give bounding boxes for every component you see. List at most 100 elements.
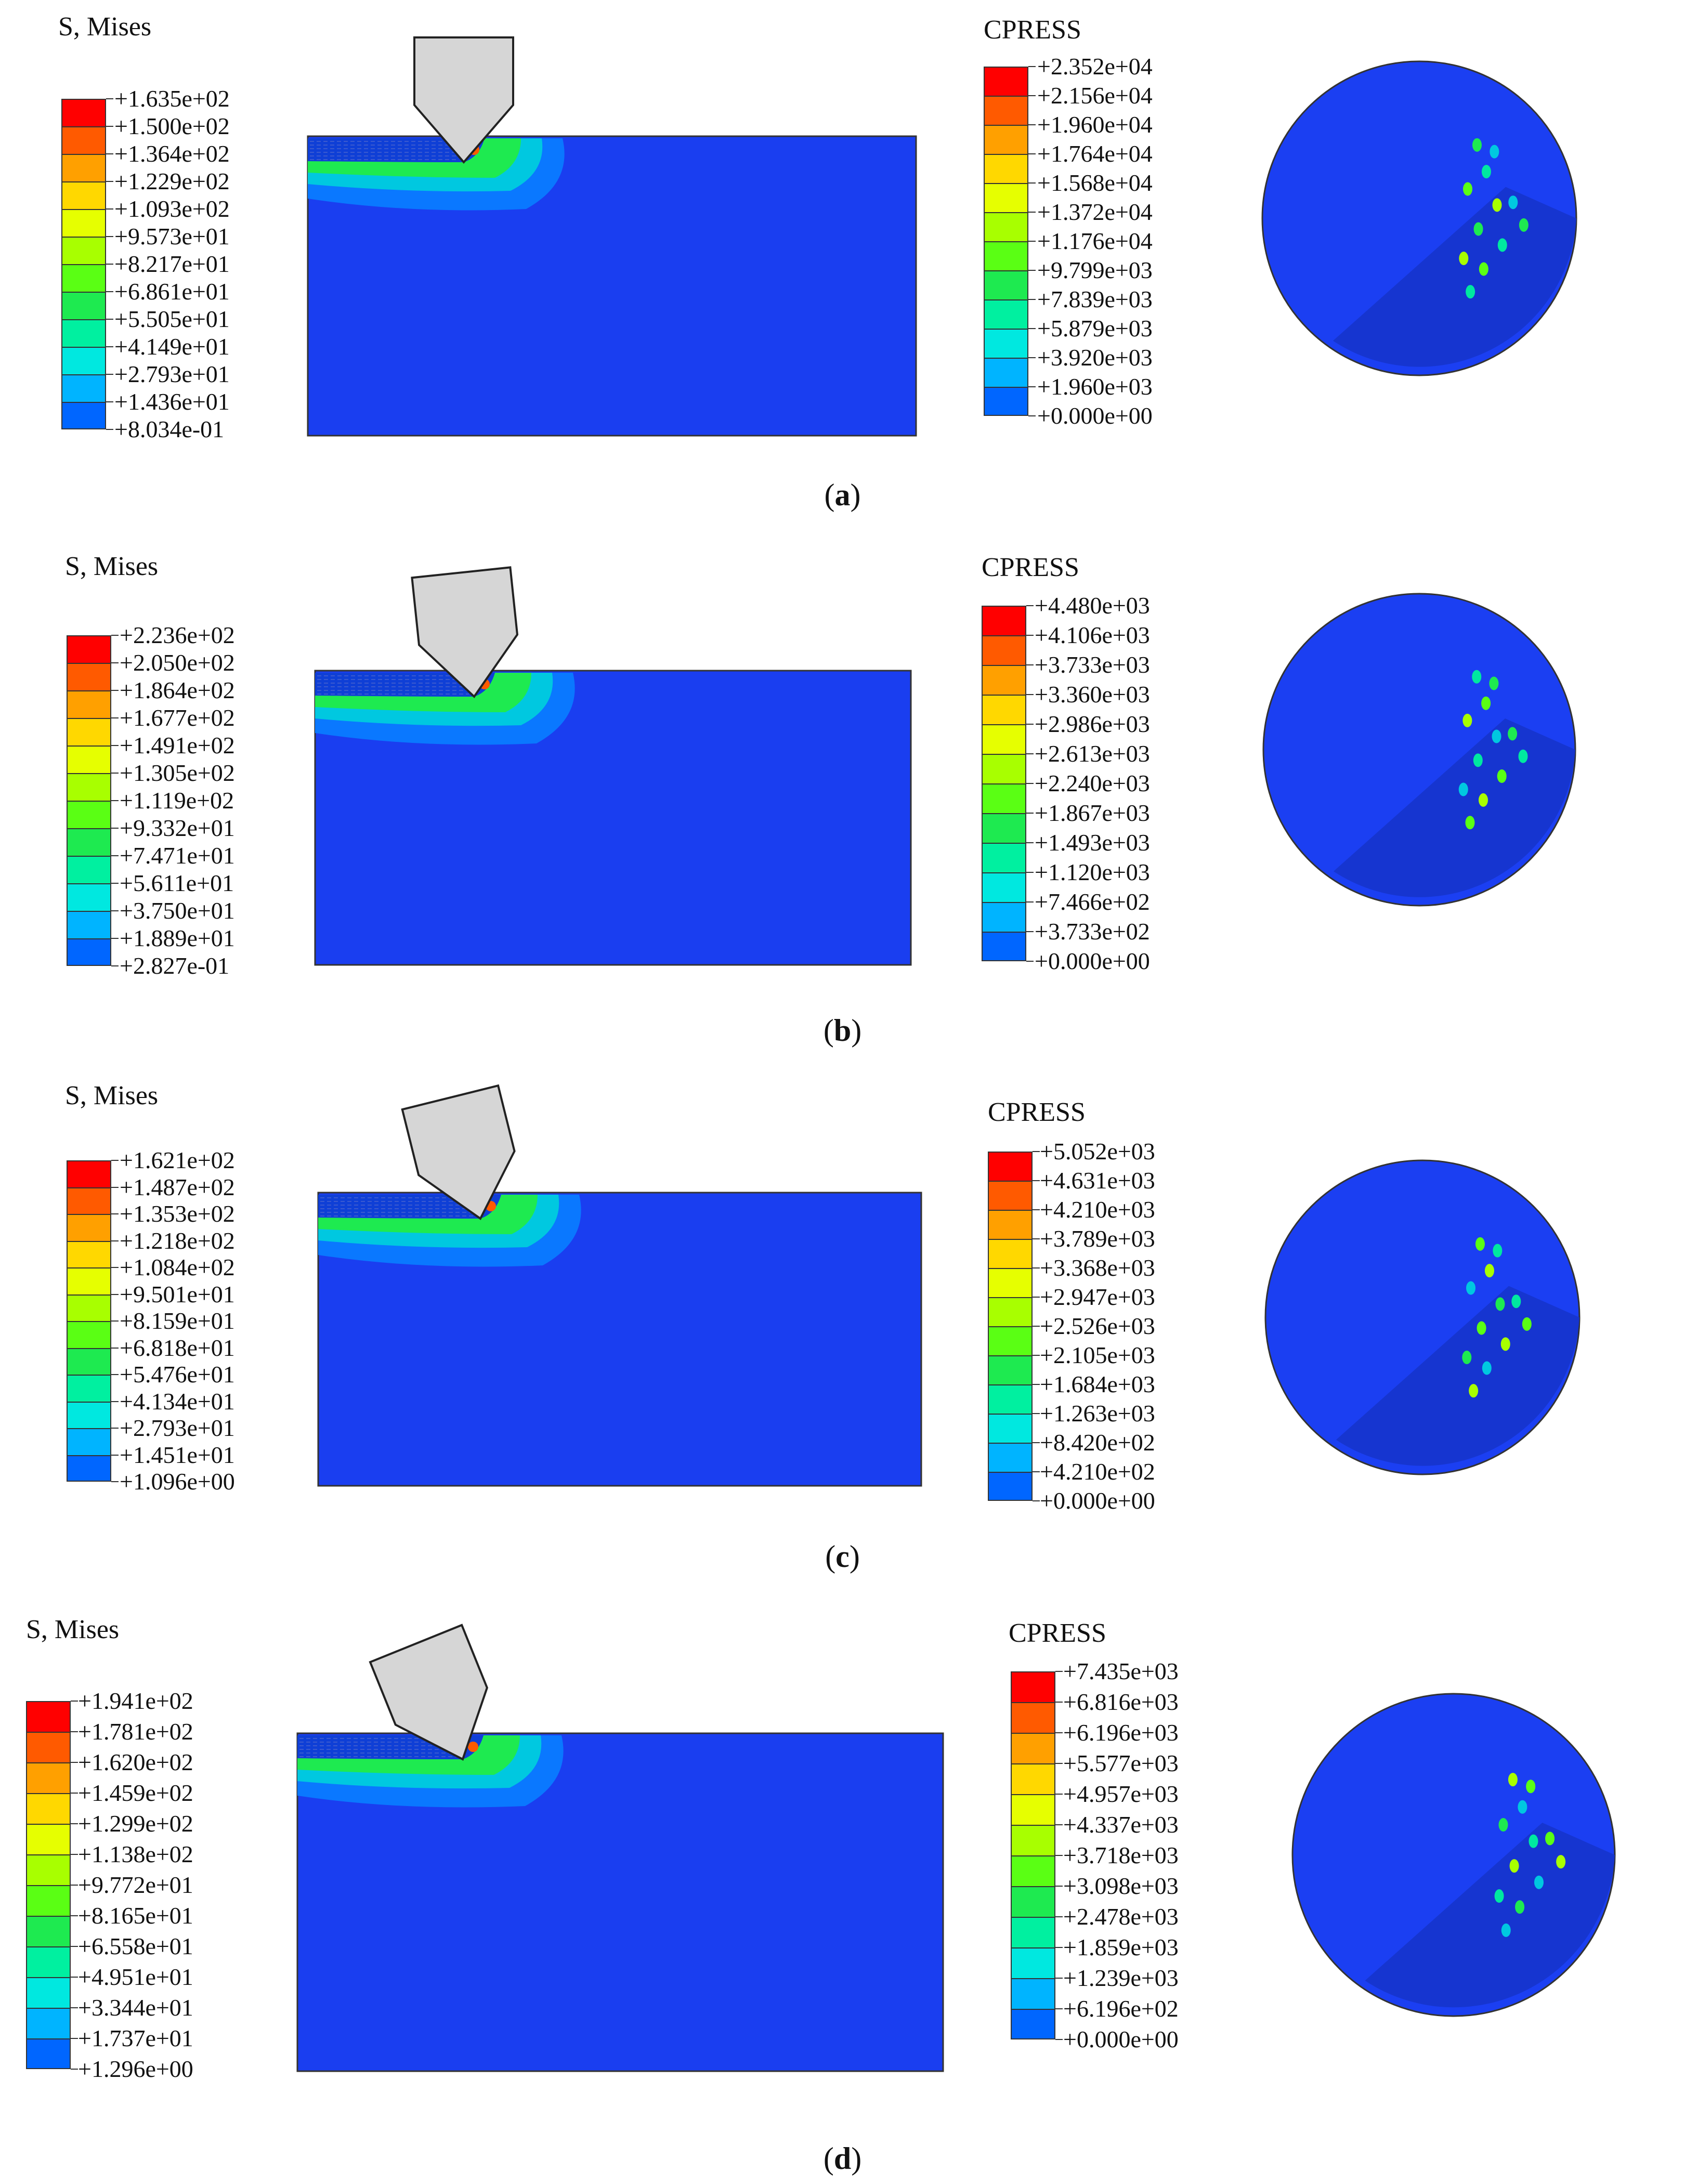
legend-value: +1.218e+02	[120, 1227, 235, 1254]
legend-swatch	[26, 1824, 71, 1854]
legend-swatch	[988, 1297, 1033, 1326]
legend-value: +5.476e+01	[120, 1361, 235, 1388]
legend-swatch	[1011, 1794, 1055, 1825]
legend-tick	[1028, 415, 1036, 416]
legend-tick	[71, 1823, 78, 1824]
legend-swatch	[984, 183, 1028, 212]
legend-tick	[71, 1793, 78, 1794]
legend-frame	[982, 606, 1026, 961]
legend-swatch	[988, 1326, 1033, 1355]
legend-swatch	[984, 299, 1028, 329]
legend-tick	[1028, 386, 1036, 387]
legend-tick	[1033, 1297, 1040, 1298]
legend-value: +2.986e+03	[1035, 711, 1150, 737]
legend-swatch	[61, 347, 106, 374]
legend-swatch	[26, 1977, 71, 2008]
legend-tick	[71, 2038, 78, 2039]
legend-swatch	[988, 1472, 1033, 1501]
legend-value: +2.236e+02	[120, 622, 235, 648]
legend-tick	[106, 208, 113, 210]
legend-swatch	[982, 724, 1026, 754]
legend-swatch	[1011, 1917, 1055, 1947]
legend-swatch	[61, 209, 106, 237]
legend-tick	[1033, 1209, 1040, 1210]
legend-swatch	[26, 2008, 71, 2038]
legend-swatch	[982, 665, 1026, 695]
legend-value: +1.677e+02	[120, 704, 235, 731]
legend-tick	[111, 938, 119, 939]
panel-caption: (c)	[825, 1539, 860, 1574]
legend-swatch	[61, 264, 106, 292]
legend-value: +0.000e+00	[1035, 948, 1150, 974]
legend-swatch	[67, 1321, 111, 1348]
legend-value: +1.299e+02	[78, 1810, 193, 1837]
legend-swatch	[67, 1375, 111, 1402]
legend-title: CPRESS	[982, 553, 1079, 582]
legend-tick	[1026, 635, 1034, 636]
panel-letter: d	[833, 2141, 852, 2176]
legend-tick	[106, 236, 113, 237]
legend-value: +2.793e+01	[114, 361, 230, 387]
panel-letter: c	[835, 1539, 850, 1574]
legend-value: +9.799e+03	[1037, 257, 1153, 283]
legend-tick	[111, 662, 119, 663]
legend-value: +4.149e+01	[114, 333, 230, 360]
legend-value: +3.344e+01	[78, 1994, 193, 2021]
legend-swatch	[61, 99, 106, 126]
legend-value: +1.491e+02	[120, 732, 235, 758]
legend-value: +4.106e+03	[1035, 622, 1150, 648]
legend-tick	[111, 1293, 119, 1295]
legend-title: S, Mises	[65, 1081, 159, 1110]
legend-swatch	[1011, 1763, 1055, 1794]
legend-value: +1.864e+02	[120, 677, 235, 703]
legend-swatch	[26, 1762, 71, 1793]
legend-swatch	[988, 1443, 1033, 1472]
legend-tick	[106, 98, 113, 99]
legend-swatch	[984, 329, 1028, 358]
panel-letter: b	[833, 1013, 852, 1048]
legend-tick	[106, 181, 113, 182]
legend-value: +0.000e+00	[1063, 2026, 1179, 2052]
legend-tick	[71, 1731, 78, 1732]
legend-title: S, Mises	[58, 12, 152, 42]
legend-tick	[1033, 1267, 1040, 1268]
legend-swatch	[982, 813, 1026, 843]
legend-tick	[106, 291, 113, 292]
legend-swatch	[1011, 1825, 1055, 1855]
legend-title: S, Mises	[26, 1615, 120, 1644]
legend-value: +2.947e+03	[1040, 1284, 1155, 1310]
legend-value: +9.573e+01	[114, 223, 230, 250]
legend-value: +2.793e+01	[120, 1415, 235, 1441]
panel-caption: (b)	[823, 1013, 862, 1048]
legend-value: +2.105e+03	[1040, 1342, 1155, 1368]
legend-tick	[1055, 1978, 1063, 1979]
legend-tick	[1033, 1151, 1040, 1152]
legend-swatch	[67, 883, 111, 911]
legend-tick	[1026, 753, 1034, 754]
legend-value: +3.368e+03	[1040, 1254, 1155, 1281]
legend-tick	[1055, 1947, 1063, 1948]
legend-value: +3.733e+02	[1035, 918, 1150, 945]
legend-swatch	[61, 292, 106, 319]
legend-tick	[71, 2007, 78, 2008]
legend-tick	[1026, 901, 1034, 903]
legend-swatch	[67, 663, 111, 690]
legend-value: +4.480e+03	[1035, 592, 1150, 619]
legend-value: +1.436e+01	[114, 388, 230, 415]
legend-tick	[1028, 270, 1036, 271]
legend-value: +3.789e+03	[1040, 1225, 1155, 1252]
legend-value: +1.764e+04	[1037, 140, 1153, 167]
legend-tick	[1055, 2039, 1063, 2040]
legend-value: +3.750e+01	[120, 897, 235, 924]
legend-value: +1.859e+03	[1063, 1934, 1179, 1960]
legend-value: +4.210e+02	[1040, 1458, 1155, 1485]
legend-swatch	[984, 358, 1028, 387]
legend-value: +2.478e+03	[1063, 1903, 1179, 1930]
legend-value: +8.034e-01	[114, 416, 225, 442]
legend-tick	[111, 1320, 119, 1322]
